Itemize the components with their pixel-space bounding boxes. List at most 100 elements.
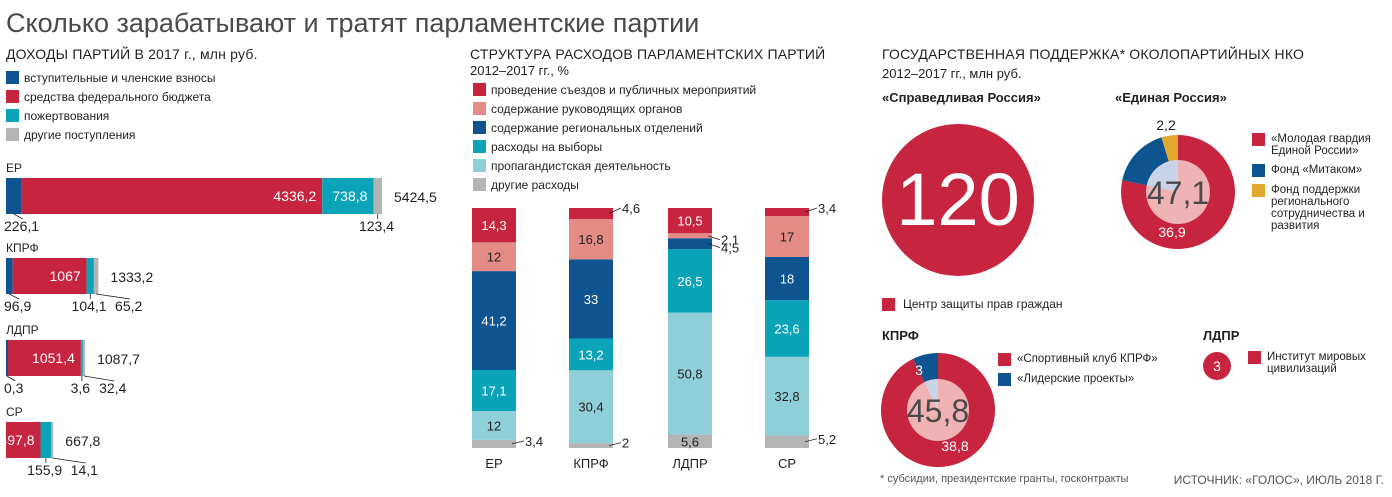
expense-bar-segment [668,233,712,239]
income-legend-item: пожертвования [6,106,215,125]
income-total-label: 667,8 [65,433,100,449]
expense-value-label: 17,1 [481,384,506,399]
income-bar-segment [51,422,54,458]
legend-label: содержание региональных отделений [491,120,703,135]
income-bar-segment [93,258,99,294]
legend-swatch [6,90,19,103]
expense-leader-line [804,207,818,213]
expense-bar-segment [569,208,613,220]
expense-value-label: 41,2 [481,314,506,329]
expense-value-label: 17 [780,230,794,245]
legend-label: Институт мировых цивилизаций [1267,351,1366,375]
income-value-label: 0,3 [4,380,24,396]
expenses-legend-item: содержание региональных отделений [473,118,756,137]
expenses-subtitle: 2012–2017 гг., % [470,63,569,78]
legend-swatch [473,140,486,153]
expense-bar-segment [668,434,712,448]
income-value-label: 155,9 [27,462,62,478]
expense-value-label: 26,5 [677,274,702,289]
income-legend: вступительные и членские взносы средства… [6,68,215,144]
legend-swatch [882,297,895,311]
income-value-label: 738,8 [332,188,367,204]
legend-swatch [6,109,19,122]
donut-value-label: 38,8 [941,438,968,454]
support-subtitle: 2012–2017 гг., млн руб. [882,66,1022,81]
expense-bar-segment [472,439,516,448]
expense-value-label: 5,2 [818,432,836,447]
income-value-label: 96,9 [4,298,31,314]
expenses-legend-item: расходы на выборы [473,137,756,156]
kprf-legend-item: «Спортивный клуб КПРФ» [998,353,1158,366]
income-bar-segment [373,178,382,214]
legend-swatch [473,102,486,115]
expense-value-label: 14,3 [481,218,506,233]
donut-center-minor [1146,160,1178,192]
donut-value-label: 3 [915,362,923,378]
legend-label: расходы на выборы [491,139,603,154]
legend-swatch [473,121,486,134]
expense-leader-line [608,207,622,214]
legend-label: «Молодая гвардия Единой России» [1271,133,1371,157]
ldpr-legend: Институт мировых цивилизаций [1248,351,1377,382]
legend-label: Центр защиты прав граждан [903,297,1063,311]
expense-value-label: 12 [487,418,501,433]
source-credit: ИСТОЧНИК: «ГОЛОС», ИЮЛЬ 2018 Г. [1173,473,1384,487]
expense-leader-line [707,235,721,241]
income-bar-segment [6,422,41,458]
expense-bar-segment [472,370,516,412]
legend-swatch [473,159,486,172]
expense-bar-segment [765,435,809,448]
legend-label: проведение съездов и публичных мероприят… [491,82,757,97]
sr-legend: Центр защиты прав граждан [882,297,1063,311]
expense-value-label: 5,6 [681,434,699,449]
legend-swatch [6,128,19,141]
income-category-label: КПРФ [6,241,39,255]
expense-value-label: 2 [622,436,629,451]
income-value-label: 65,2 [115,298,142,314]
expense-value-label: 2,1 [721,233,739,248]
income-category-label: СР [6,405,23,419]
ldpr-legend-item: Институт мировых цивилизаций [1248,351,1377,375]
expense-bar-segment [765,356,809,436]
page-title: Сколько зарабатывают и тратят парламентс… [6,8,700,38]
income-title: ДОХОДЫ ПАРТИЙ В 2017 г., млн руб. [6,46,258,62]
income-leader-line [6,375,16,382]
legend-label: другие поступления [24,127,136,142]
legend-swatch [1252,133,1265,146]
footnote: * субсидии, президентские гранты, госкон… [880,473,1129,485]
expense-bar-segment [472,242,516,272]
income-legend-item: вступительные и членские взносы [6,68,215,87]
legend-label: «Спортивный клуб КПРФ» [1017,353,1158,365]
expense-bar-segment [569,259,613,339]
support-donut-charts: 120 47,1 36,9 8 2,2 45,8 38,8 3 3 [880,117,1235,467]
sr-name: «Справедливая Россия» [882,90,1041,105]
expense-bar-segment [472,208,516,243]
expense-category-label: ЕР [485,456,502,471]
expense-bar-segment [765,208,809,217]
expense-value-label: 10,5 [677,214,702,229]
legend-label: пожертвования [24,108,110,123]
donut-total-label: 47,1 [1147,175,1209,211]
expense-bar-segment [668,238,712,250]
expenses-legend-item: пропагандистская деятельность [473,156,756,175]
legend-swatch [6,71,19,84]
er-name: «Единая Россия» [1115,90,1227,105]
income-legend-item: другие поступления [6,125,215,144]
income-bar-chart: ЕР 4336,2 738,8 5424,5 226,1 123,4 КПРФ 1067 133… [0,161,437,478]
donut-center-minor [924,379,938,410]
expenses-legend-item: содержание руководящих органов [473,99,756,118]
expense-value-label: 4,5 [721,241,739,256]
ldpr-circle [1203,352,1231,380]
legend-label: Фонд «Митаком» [1271,164,1363,176]
income-value-label: 14,1 [71,462,98,478]
income-leader-line [83,375,115,382]
donut-value-label: 2,2 [1156,117,1176,133]
legend-label: средства федерального бюджета [24,89,211,104]
income-total-label: 5424,5 [394,189,437,205]
expense-value-label: 4,6 [622,201,640,216]
income-total-label: 1087,7 [97,351,140,367]
expense-bar-segment [765,256,809,301]
income-leader-line [9,293,20,300]
legend-label: вступительные и членские взносы [24,70,216,85]
ldpr-total-label: 3 [1213,358,1221,374]
